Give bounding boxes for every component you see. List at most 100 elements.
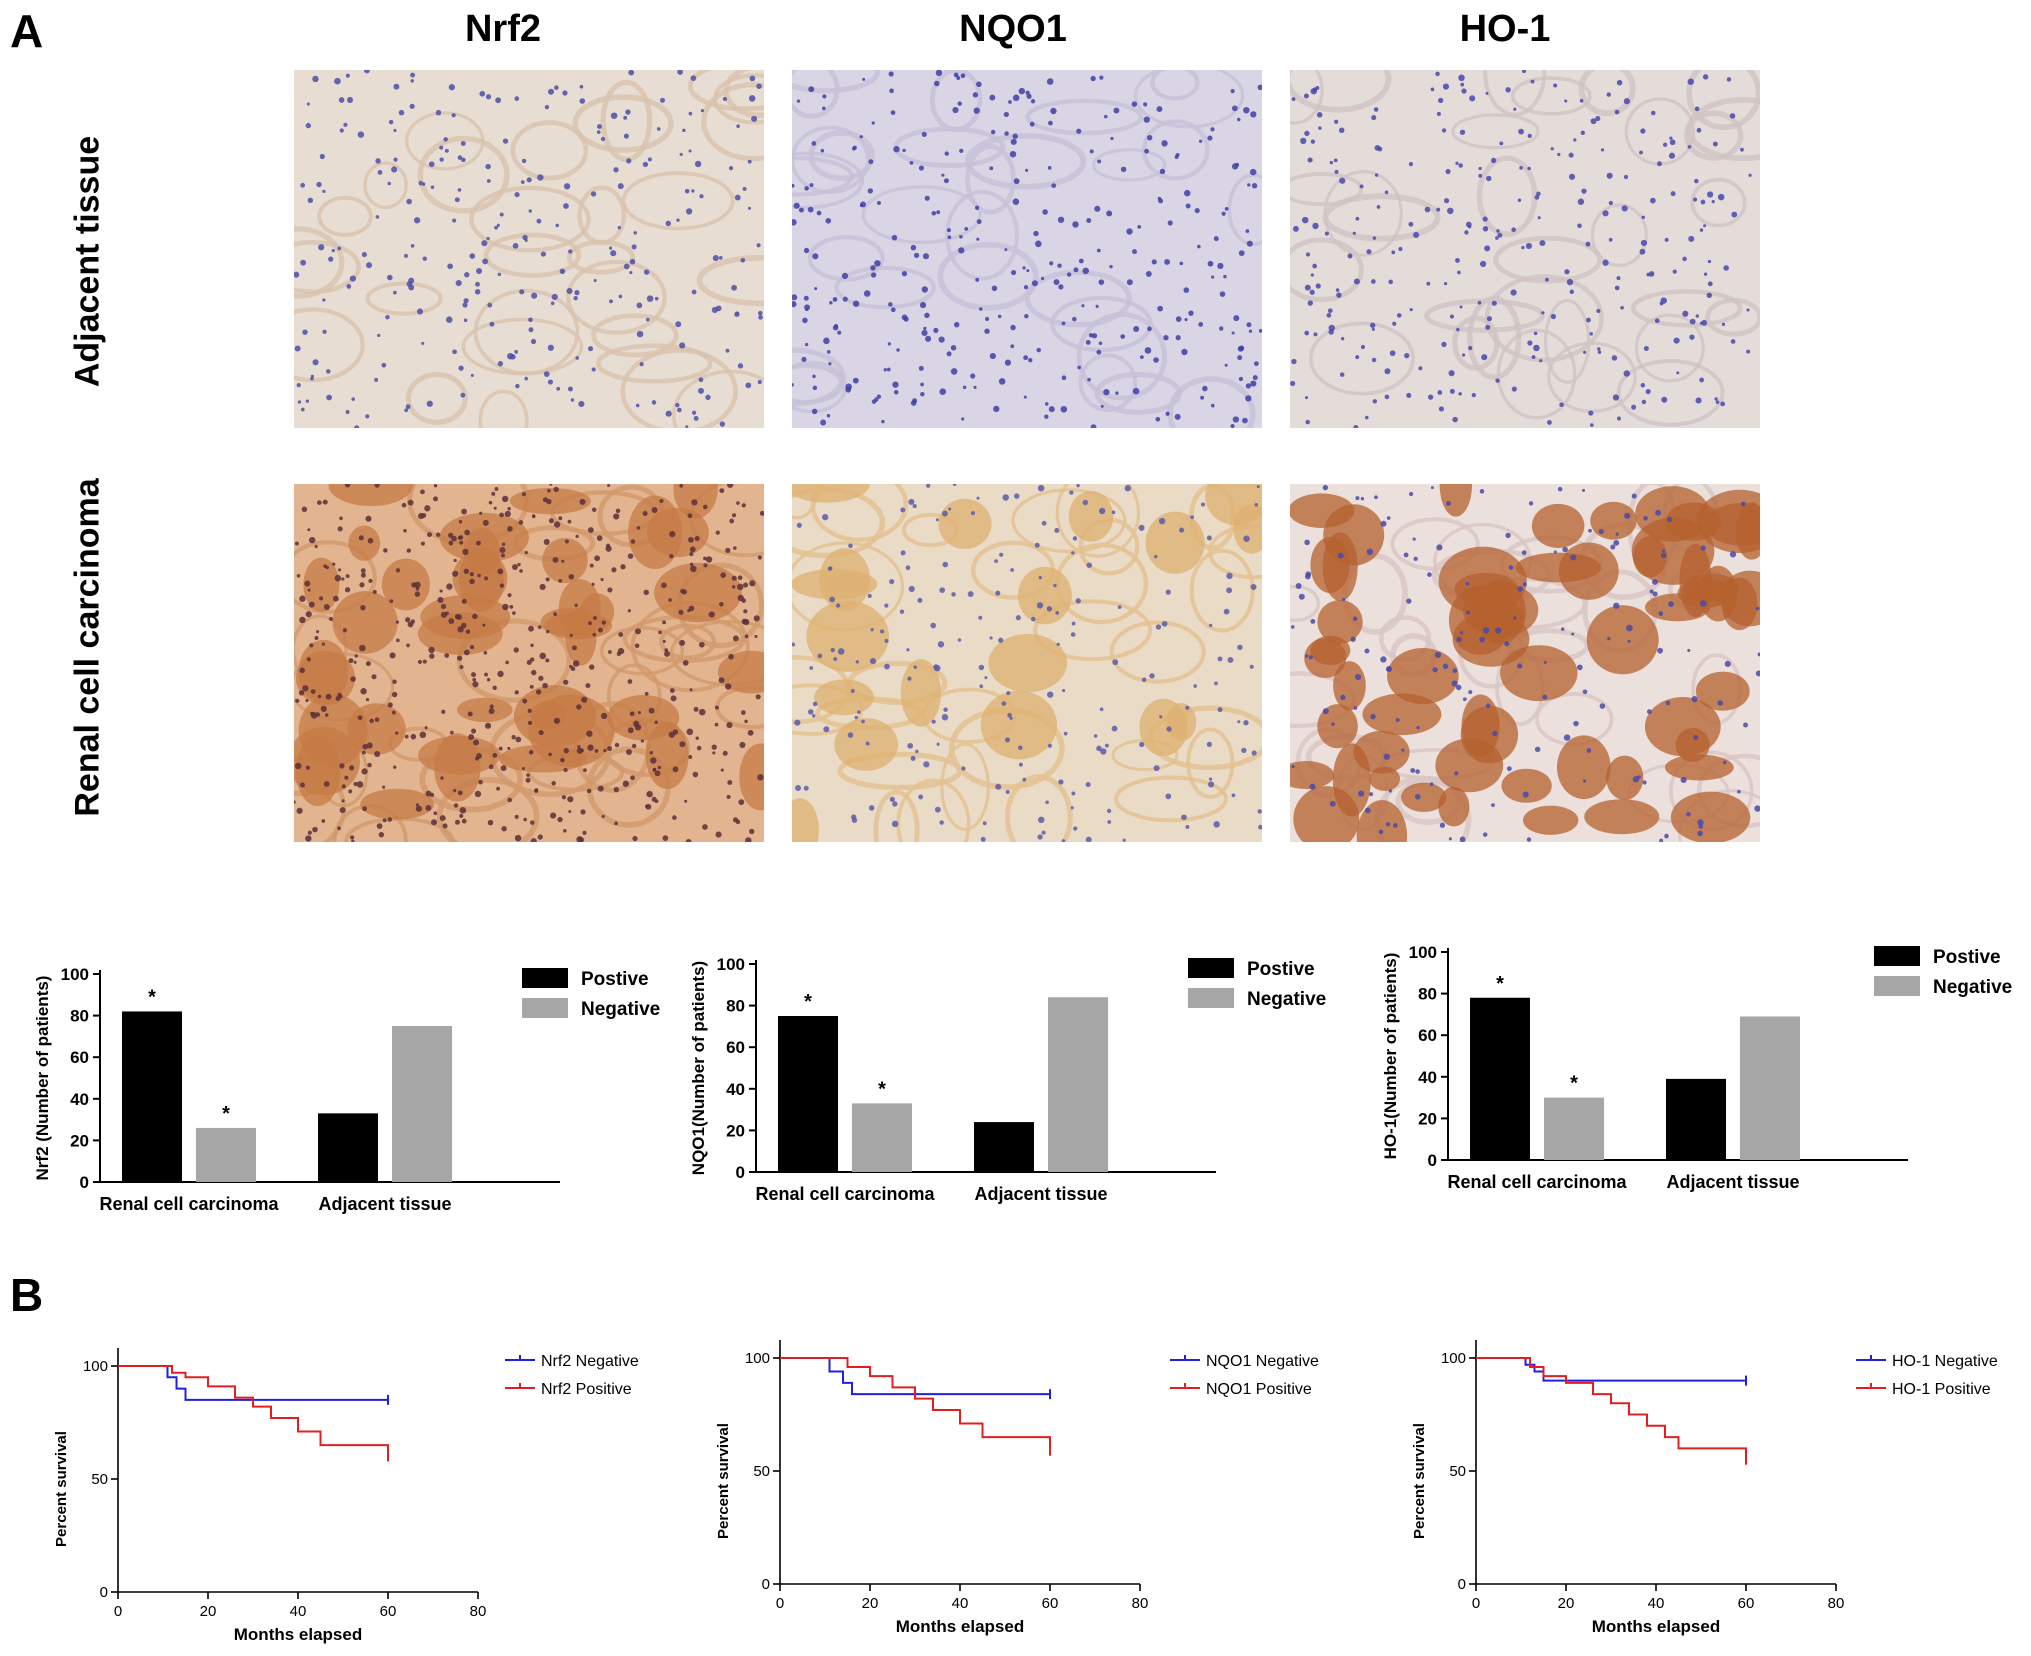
nucleus-dot [576,704,582,710]
nucleus-dot [1491,803,1495,808]
nucleus-dot [376,823,383,829]
nucleus-dot [306,657,311,662]
nucleus-dot [676,218,680,222]
nucleus-dot [921,329,928,337]
nucleus-dot [470,672,477,678]
nucleus-dot [948,507,952,511]
nucleus-dot [1533,331,1538,336]
nucleus-dot [720,572,727,578]
nucleus-dot [1053,279,1060,286]
nucleus-dot [1457,270,1461,275]
nucleus-dot [1061,839,1066,842]
nucleus-dot [308,536,316,544]
nucleus-dot [1183,287,1190,293]
nucleus-dot [1184,318,1188,322]
tubule-shape [1290,70,1324,125]
x-tick-label: 60 [1042,1595,1059,1612]
nucleus-dot [1004,131,1009,136]
nucleus-dot [1360,497,1365,501]
nucleus-dot [359,644,366,652]
nucleus-dot [1126,279,1133,286]
nucleus-dot [946,228,951,233]
stained-cluster [988,634,1068,693]
nucleus-dot [348,789,353,794]
nucleus-dot [906,648,910,652]
nucleus-dot [360,568,366,574]
nucleus-dot [662,835,669,842]
nucleus-dot [867,593,872,599]
nucleus-dot [1047,743,1052,748]
nucleus-dot [1482,216,1488,222]
nucleus-dot [523,817,527,822]
nucleus-dot [550,812,557,819]
nucleus-dot [305,698,309,703]
nucleus-dot [685,838,692,842]
nucleus-dot [507,526,513,532]
nucleus-dot [973,385,977,389]
nucleus-dot [1720,401,1726,407]
nucleus-dot [1036,347,1041,353]
stained-cluster [1317,600,1363,644]
nucleus-dot [496,223,500,227]
nucleus-dot [1058,779,1064,785]
nucleus-dot [792,642,796,647]
nucleus-dot [679,639,686,646]
nucleus-dot [1147,326,1152,332]
tubule-shape [1686,70,1760,131]
nucleus-dot [365,414,370,419]
nucleus-dot [757,774,764,781]
nucleus-dot [877,201,881,205]
tubule-shape [792,347,846,407]
nucleus-dot [1536,191,1541,197]
nucleus-dot [424,505,431,512]
nucleus-dot [1154,554,1158,559]
nucleus-dot [829,596,835,603]
nucleus-dot [617,226,621,230]
nucleus-dot [703,563,708,568]
y-tick-label: 80 [1418,985,1437,1004]
nucleus-dot [852,377,859,384]
y-tick-label: 40 [726,1080,745,1099]
nucleus-dot [1414,793,1421,800]
nucleus-dot [669,688,675,693]
nucleus-dot [544,104,550,110]
nucleus-dot [491,491,496,496]
nucleus-dot [462,548,469,556]
nucleus-dot [1396,313,1402,318]
nucleus-dot [1111,725,1118,732]
nucleus-dot [826,413,831,418]
nucleus-dot [901,314,908,321]
nucleus-dot [1443,198,1450,204]
nucleus-dot [575,534,579,539]
nucleus-dot [1729,551,1737,558]
x-tick-label: 20 [1558,1595,1575,1612]
nucleus-dot [413,217,421,224]
nucleus-dot [1691,696,1698,703]
nucleus-dot [1054,527,1060,533]
nucleus-dot [705,394,711,401]
nucleus-dot [386,274,393,281]
nucleus-dot [1237,644,1243,651]
micrograph-ho1-adjacent [1290,70,1760,428]
nucleus-dot [1581,488,1586,492]
nucleus-dot [1026,269,1030,273]
nucleus-dot [745,382,752,389]
nucleus-dot [910,244,917,251]
nucleus-dot [343,122,348,127]
nucleus-dot [422,659,427,664]
nucleus-dot [1598,528,1604,535]
nucleus-dot [507,593,512,598]
nucleus-dot [915,749,919,753]
tubule-shape [1705,297,1760,337]
nucleus-dot [527,708,532,713]
y-tick-label: 40 [70,1090,89,1109]
nucleus-dot [1082,267,1090,275]
y-tick-label: 0 [80,1173,89,1192]
nucleus-dot [1213,821,1220,828]
nucleus-dot [695,736,699,740]
legend-label: Postive [1247,959,1315,980]
nucleus-dot [577,745,581,749]
nucleus-dot [609,299,613,304]
nucleus-dot [722,96,727,102]
nucleus-dot [1726,77,1732,82]
